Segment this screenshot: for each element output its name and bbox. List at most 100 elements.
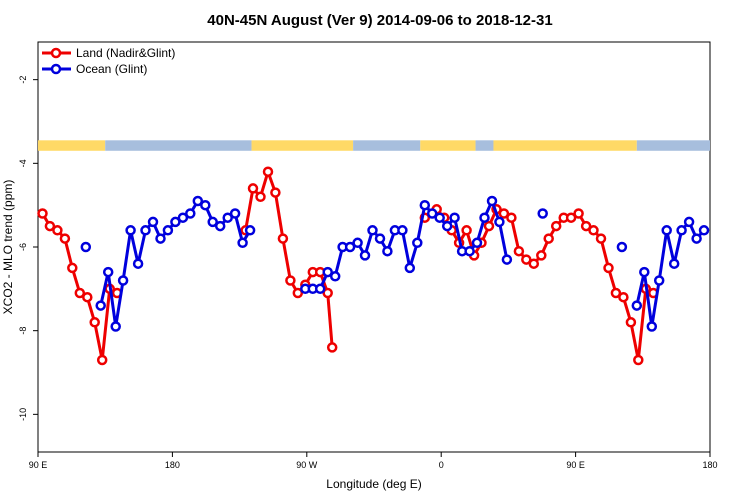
data-point-ocean xyxy=(102,266,114,278)
data-point-ocean xyxy=(683,216,695,228)
data-point-ocean xyxy=(200,199,211,211)
data-point-ocean xyxy=(244,225,256,236)
data-point-ocean xyxy=(344,241,356,253)
data-point-land xyxy=(618,291,629,303)
data-point-ocean xyxy=(192,195,204,207)
data-point-ocean xyxy=(382,245,393,257)
data-point-ocean xyxy=(117,275,129,286)
data-point-ocean xyxy=(698,225,710,236)
x-tick-label: 0 xyxy=(439,460,444,470)
data-point-ocean xyxy=(147,216,159,228)
data-point-ocean xyxy=(207,216,218,228)
data-point-ocean xyxy=(537,208,548,219)
data-point-land xyxy=(59,233,71,244)
data-point-land xyxy=(44,220,56,232)
data-point-land xyxy=(461,225,472,236)
data-point-ocean xyxy=(631,300,643,311)
data-point-ocean xyxy=(653,275,665,286)
data-point-land xyxy=(322,287,333,299)
data-point-ocean xyxy=(486,195,498,207)
data-point-land xyxy=(588,225,599,236)
data-point-ocean xyxy=(155,233,166,244)
data-point-land xyxy=(603,262,614,274)
y-tick-label: -8 xyxy=(18,327,28,335)
series-line-ocean xyxy=(635,220,706,328)
data-point-land xyxy=(326,342,338,353)
legend-label-land: Land (Nadir&Glint) xyxy=(76,46,175,60)
data-point-land xyxy=(580,220,592,232)
data-point-land xyxy=(96,354,108,366)
y-tick-label: -2 xyxy=(18,76,28,84)
chart-title: 40N-45N August (Ver 9) 2014-09-06 to 201… xyxy=(207,12,552,29)
data-point-land xyxy=(521,254,532,265)
data-point-ocean xyxy=(501,254,513,265)
data-point-ocean xyxy=(162,225,174,236)
data-point-land xyxy=(543,233,554,244)
data-point-land xyxy=(536,250,547,261)
data-point-ocean xyxy=(222,212,233,223)
band-segment-land xyxy=(493,140,637,151)
band-segment-ocean xyxy=(636,140,710,151)
data-point-ocean xyxy=(426,208,438,219)
data-point-land xyxy=(573,208,584,219)
data-point-ocean xyxy=(434,212,445,223)
data-point-ocean xyxy=(132,258,144,269)
data-point-ocean xyxy=(404,262,416,274)
data-point-ocean xyxy=(676,225,687,236)
data-point-ocean xyxy=(668,258,680,269)
data-point-ocean xyxy=(322,266,333,278)
data-point-ocean xyxy=(177,212,189,223)
series-land xyxy=(37,166,659,366)
data-point-land xyxy=(625,317,637,328)
data-point-ocean xyxy=(367,225,378,236)
y-axis-label: XCO2 - MLO trend (ppm) xyxy=(1,180,15,315)
data-point-land xyxy=(483,220,495,232)
band-segment-land xyxy=(38,140,106,151)
x-tick-label: 180 xyxy=(165,460,180,470)
data-point-ocean xyxy=(185,208,196,219)
data-point-ocean xyxy=(639,266,650,278)
data-point-ocean xyxy=(646,321,658,332)
legend-marker-land xyxy=(50,47,62,59)
plot-frame xyxy=(37,41,711,453)
data-point-ocean xyxy=(352,237,363,249)
data-point-ocean xyxy=(691,233,702,244)
legend: Land (Nadir&Glint) Ocean (Glint) xyxy=(42,46,175,76)
data-point-ocean xyxy=(441,220,453,232)
data-point-land xyxy=(74,287,86,299)
data-point-land xyxy=(610,287,622,299)
legend-marker-ocean xyxy=(50,63,62,75)
data-point-ocean xyxy=(464,245,475,257)
band-segment-ocean xyxy=(105,140,252,151)
data-point-ocean xyxy=(449,212,460,223)
series-layer xyxy=(37,166,710,366)
data-point-land xyxy=(506,212,517,223)
data-point-land xyxy=(565,212,577,223)
data-point-land xyxy=(277,233,289,244)
data-point-land xyxy=(550,220,562,232)
data-point-ocean xyxy=(314,283,326,295)
data-point-ocean xyxy=(419,199,431,211)
data-point-land xyxy=(67,262,78,274)
data-point-ocean xyxy=(140,225,151,236)
data-point-land xyxy=(633,354,644,366)
data-point-ocean xyxy=(397,225,408,236)
band-segment-land xyxy=(251,140,354,151)
data-point-land xyxy=(528,258,540,269)
data-point-ocean xyxy=(80,241,92,253)
data-point-land xyxy=(262,166,274,177)
land-ocean-band xyxy=(38,140,710,151)
legend-label-ocean: Ocean (Glint) xyxy=(76,62,147,76)
data-point-ocean xyxy=(229,208,241,219)
data-point-ocean xyxy=(170,216,181,228)
data-point-land xyxy=(82,291,93,303)
data-point-land xyxy=(270,187,281,198)
data-point-land xyxy=(498,208,510,219)
data-point-land xyxy=(52,225,63,236)
axes: 90 E 180 90 W 0 90 E 180 -10 -8 -6 -4 -2 xyxy=(18,76,718,470)
series-ocean xyxy=(80,195,710,332)
data-point-land xyxy=(595,233,607,244)
data-point-ocean xyxy=(471,237,483,249)
y-tick-label: -4 xyxy=(18,159,28,167)
data-point-ocean xyxy=(359,250,371,261)
